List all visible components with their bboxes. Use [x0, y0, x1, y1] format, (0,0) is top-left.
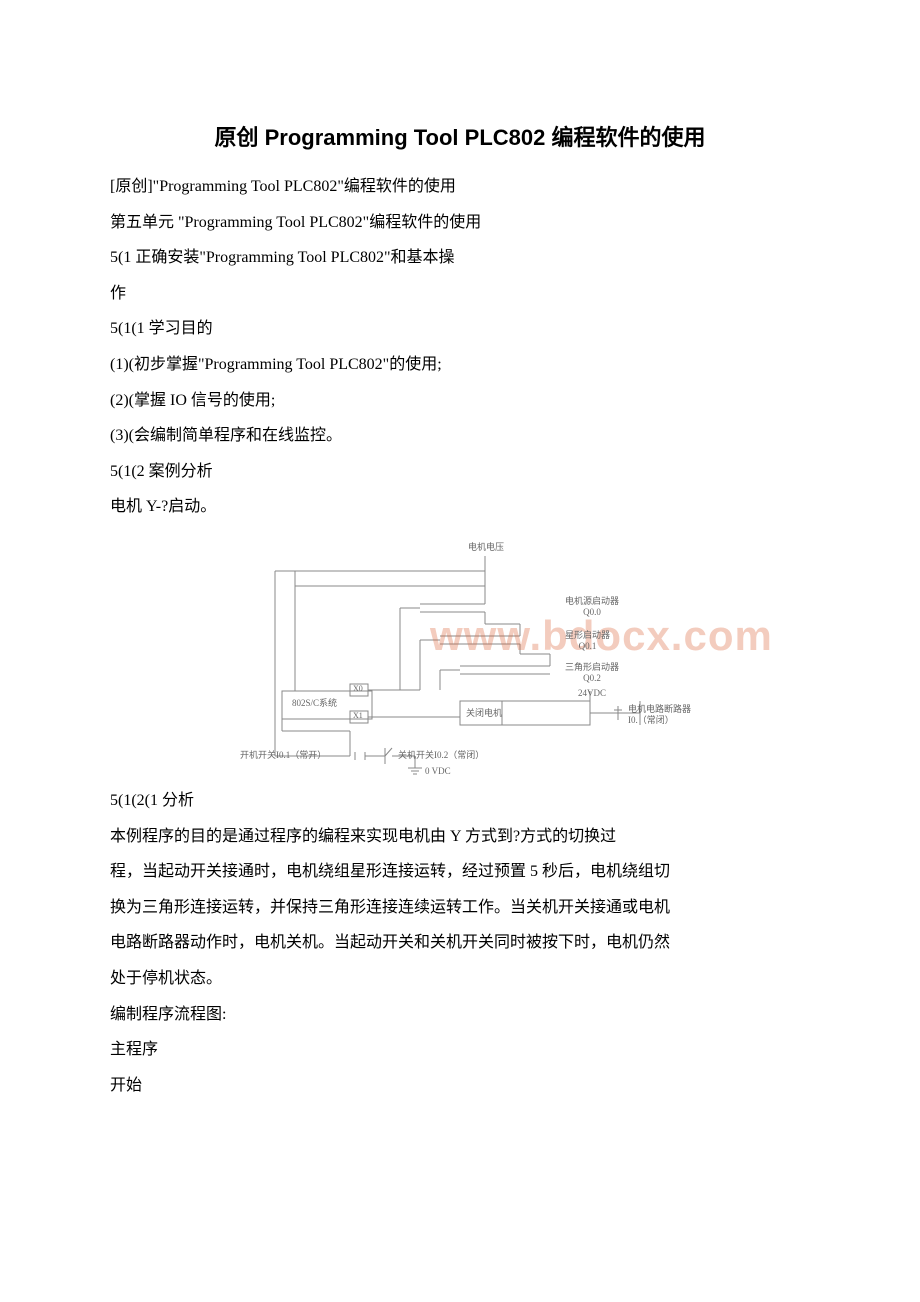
body-text: 主程序 — [110, 1033, 810, 1067]
body-text: 电机 Y-?启动。 — [110, 490, 810, 524]
body-text: 处于停机状态。 — [110, 962, 810, 996]
body-text: 5(1(1 学习目的 — [110, 312, 810, 346]
label-starter-q00: 电机源启动器 Q0.0 — [565, 596, 619, 618]
body-text: 5(1(2 案例分析 — [110, 455, 810, 489]
label-plc-box: 802S/C系统 — [292, 698, 337, 709]
body-text: (2)(掌握 IO 信号的使用; — [110, 384, 810, 418]
body-text: 编制程序流程图: — [110, 998, 810, 1032]
label-delta-q02: 三角形启动器 Q0.2 — [565, 662, 619, 684]
body-text: 电路断路器动作时，电机关机。当起动开关和关机开关同时被按下时，电机仍然 — [110, 926, 810, 960]
body-text: 第五单元 "Programming Tool PLC802"编程软件的使用 — [110, 206, 810, 240]
label-x0: X0 — [353, 684, 363, 694]
label-star-q01: 星形启动器 Q0.1 — [565, 630, 610, 652]
label-motor-off: 关闭电机 — [466, 708, 502, 719]
label-voltage: 24VDC — [578, 688, 606, 699]
body-text: 5(1(2(1 分析 — [110, 784, 810, 818]
body-text: (3)(会编制简单程序和在线监控。 — [110, 419, 810, 453]
label-motor-power: 电机电压 — [468, 542, 504, 553]
label-switch-i02: 关机开关I0.2（常闭） — [398, 750, 484, 761]
label-ground: 0 VDC — [425, 766, 451, 777]
label-switch-i01: 开机开关I0.1（常开） — [240, 750, 326, 761]
body-text: 开始 — [110, 1069, 810, 1103]
body-text: (1)(初步掌握"Programming Tool PLC802"的使用; — [110, 348, 810, 382]
label-x1: X1 — [353, 711, 363, 721]
body-text: [原创]"Programming Tool PLC802"编程软件的使用 — [110, 170, 810, 204]
body-text: 本例程序的目的是通过程序的编程来实现电机由 Y 方式到?方式的切换过 — [110, 820, 810, 854]
page-title: 原创 Programming Tool PLC802 编程软件的使用 — [110, 120, 810, 152]
body-text: 换为三角形连接运转，并保持三角形连接连续运转工作。当关机开关接通或电机 — [110, 891, 810, 925]
body-text: 5(1 正确安装"Programming Tool PLC802"和基本操 — [110, 241, 810, 275]
body-text: 程，当起动开关接通时，电机绕组星形连接运转，经过预置 5 秒后，电机绕组切 — [110, 855, 810, 889]
circuit-diagram: www.bdocx.com 电机电压 电机源启动器 Q0.0 星形启动器 Q0.… — [220, 536, 700, 776]
body-text: 作 — [110, 277, 810, 311]
label-breaker: 电机电路断路器 I0.（常闭） — [628, 704, 691, 726]
